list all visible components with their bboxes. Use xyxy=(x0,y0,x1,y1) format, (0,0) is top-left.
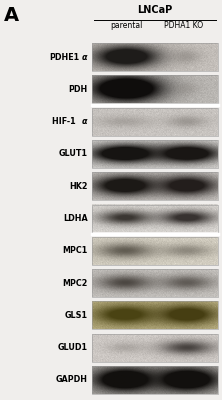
Text: A: A xyxy=(4,6,19,25)
Text: PDH: PDH xyxy=(69,85,88,94)
Bar xyxy=(92,140,218,168)
Bar xyxy=(92,366,218,394)
Text: PDHE1: PDHE1 xyxy=(49,53,79,62)
Text: MPC1: MPC1 xyxy=(63,246,88,255)
Text: α: α xyxy=(81,117,87,126)
Bar xyxy=(92,204,218,232)
Text: MPC2: MPC2 xyxy=(63,278,88,288)
Text: LNCaP: LNCaP xyxy=(137,5,173,15)
Bar xyxy=(92,269,218,297)
Bar xyxy=(92,76,218,104)
Text: GAPDH: GAPDH xyxy=(56,375,88,384)
Text: LDHA: LDHA xyxy=(63,214,88,223)
Text: HK2: HK2 xyxy=(69,182,88,191)
Bar xyxy=(92,334,218,362)
Text: parental: parental xyxy=(110,21,142,30)
Bar xyxy=(92,43,218,71)
Text: HIF-1: HIF-1 xyxy=(52,117,78,126)
Bar xyxy=(92,172,218,200)
Bar xyxy=(92,108,218,136)
Bar xyxy=(92,237,218,265)
Text: GLS1: GLS1 xyxy=(65,311,88,320)
Text: PDHA1 KO: PDHA1 KO xyxy=(165,21,204,30)
Bar xyxy=(92,301,218,329)
Text: GLUT1: GLUT1 xyxy=(59,150,88,158)
Text: GLUD1: GLUD1 xyxy=(58,343,88,352)
Text: α: α xyxy=(81,53,87,62)
